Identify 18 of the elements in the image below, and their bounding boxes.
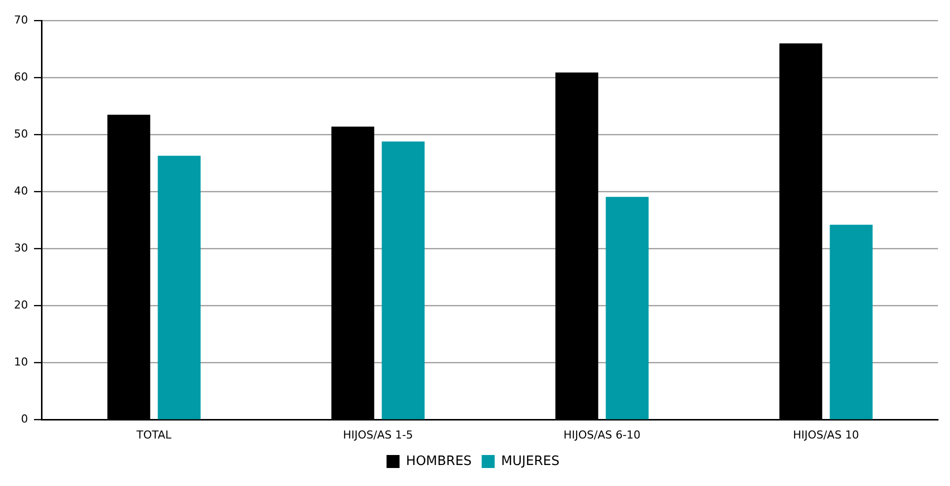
x-tick-label: HIJOS/AS 10 <box>792 428 860 442</box>
bar <box>830 224 873 420</box>
x-tick-label: HIJOS/AS 1-5 <box>342 428 414 442</box>
y-tick-label: 40 <box>14 184 28 198</box>
legend-label: MUJERES <box>501 454 560 469</box>
y-tick-label: 70 <box>14 13 28 26</box>
x-tick-label: HIJOS/AS 6-10 <box>563 428 641 442</box>
y-tick-label: 30 <box>14 242 28 255</box>
bar <box>606 196 649 420</box>
y-tick-label: 50 <box>14 128 28 141</box>
legend-label: HOMBRES <box>406 454 472 469</box>
y-tick-label: 10 <box>14 356 28 369</box>
y-tick-label: 20 <box>14 298 28 312</box>
y-tick-label: 60 <box>14 70 28 84</box>
bar <box>382 142 425 420</box>
x-tick-label: TOTAL <box>136 428 172 442</box>
y-tick-label: 0 <box>20 412 28 426</box>
bar <box>158 156 201 420</box>
